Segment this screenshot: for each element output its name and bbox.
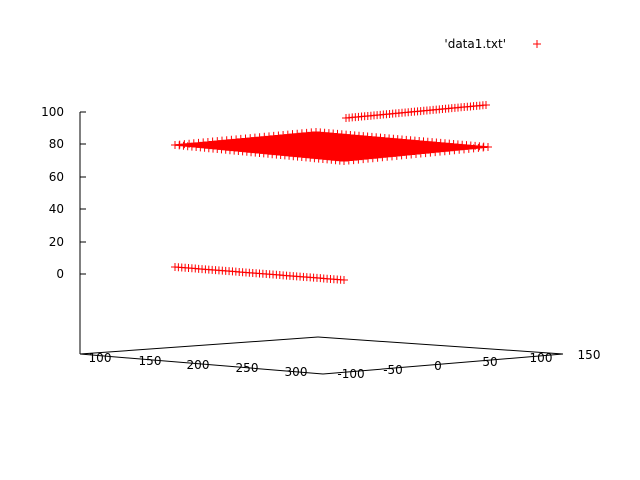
ticks-group: 0 20 40 60 80 100 100 150 200 250 300 -100 -50 0 50 100… — [41, 105, 600, 381]
x-tick-label: 250 — [236, 361, 259, 375]
y-axis-line — [322, 353, 564, 375]
data-point — [171, 141, 179, 149]
points-group — [171, 101, 492, 284]
x-axis-line — [79, 353, 324, 375]
y-tick-label: -100 — [337, 367, 364, 381]
x-tick-label: 100 — [89, 351, 112, 365]
y-tick-label: 100 — [530, 351, 553, 365]
data-point — [340, 276, 348, 284]
x-tick-label: 150 — [139, 354, 162, 368]
y-tick-label: 50 — [482, 355, 497, 369]
z-tick-label: 40 — [49, 202, 64, 216]
legend-marker-icon — [533, 40, 541, 48]
legend-plus-icon — [533, 40, 541, 48]
floor-back-edge-left — [79, 336, 319, 355]
y-tick-label: 0 — [434, 359, 442, 373]
z-tick-label: 60 — [49, 170, 64, 184]
x-tick-label: 200 — [187, 358, 210, 372]
z-tick-label: 0 — [56, 267, 64, 281]
z-tick-label: 100 — [41, 105, 64, 119]
legend: 'data1.txt' — [444, 37, 541, 51]
floor-back-edge-right — [317, 336, 564, 355]
y-tick-label: 150 — [578, 348, 601, 362]
axes-group — [79, 111, 564, 375]
legend-label: 'data1.txt' — [444, 37, 506, 51]
data-point — [482, 101, 490, 109]
z-tick-label: 80 — [49, 137, 64, 151]
x-tick-label: 300 — [285, 365, 308, 379]
z-tick-label: 20 — [49, 235, 64, 249]
y-tick-label: -50 — [383, 363, 403, 377]
